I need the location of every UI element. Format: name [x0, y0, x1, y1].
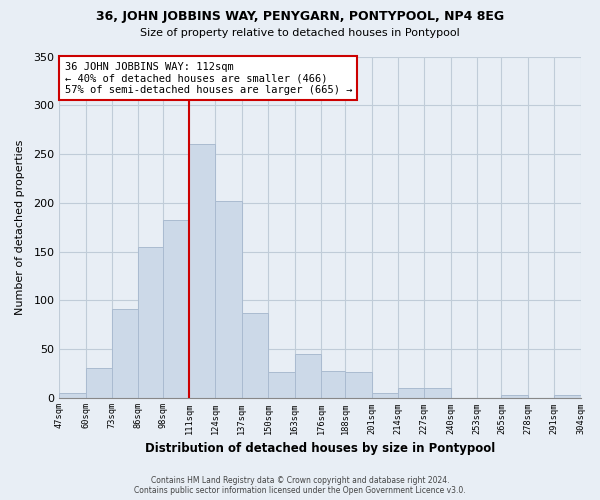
Bar: [502, 395, 528, 398]
X-axis label: Distribution of detached houses by size in Pontypool: Distribution of detached houses by size …: [145, 442, 495, 455]
Bar: [321, 370, 345, 398]
Bar: [189, 144, 215, 398]
Bar: [371, 393, 398, 398]
Text: 36, JOHN JOBBINS WAY, PENYGARN, PONTYPOOL, NP4 8EG: 36, JOHN JOBBINS WAY, PENYGARN, PONTYPOO…: [96, 10, 504, 23]
Text: Contains HM Land Registry data © Crown copyright and database right 2024.
Contai: Contains HM Land Registry data © Crown c…: [134, 476, 466, 495]
Bar: [345, 372, 371, 398]
Bar: [242, 313, 268, 398]
Bar: [554, 395, 581, 398]
Bar: [268, 372, 295, 398]
Bar: [424, 388, 451, 398]
Text: 36 JOHN JOBBINS WAY: 112sqm
← 40% of detached houses are smaller (466)
57% of se: 36 JOHN JOBBINS WAY: 112sqm ← 40% of det…: [65, 62, 352, 95]
Bar: [398, 388, 424, 398]
Bar: [295, 354, 321, 398]
Bar: [59, 393, 86, 398]
Bar: [112, 309, 139, 398]
Bar: [215, 201, 242, 398]
Bar: [163, 220, 189, 398]
Bar: [86, 368, 112, 398]
Y-axis label: Number of detached properties: Number of detached properties: [15, 140, 25, 315]
Text: Size of property relative to detached houses in Pontypool: Size of property relative to detached ho…: [140, 28, 460, 38]
Bar: [139, 247, 163, 398]
